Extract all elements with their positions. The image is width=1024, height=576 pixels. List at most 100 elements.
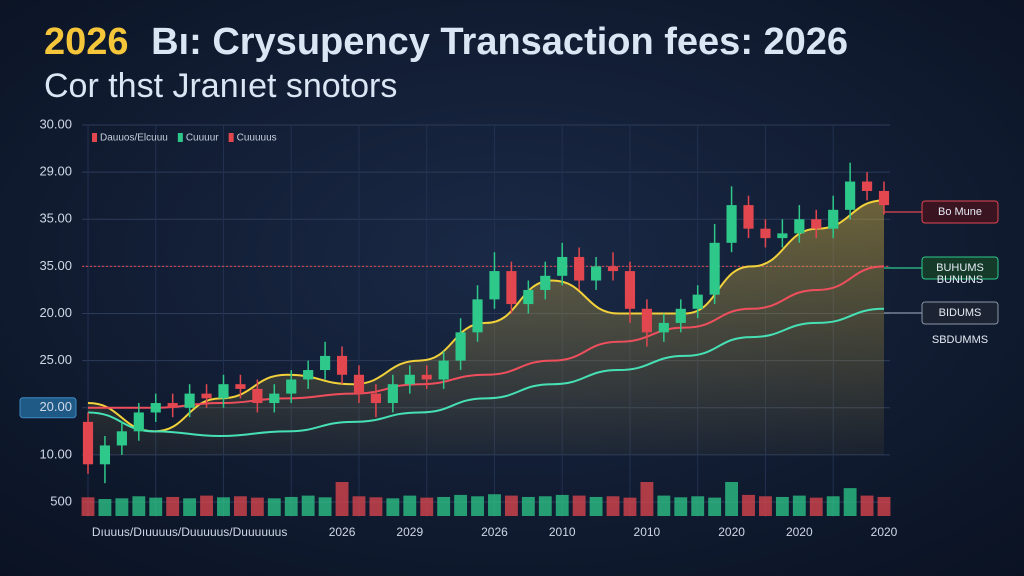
candle-body xyxy=(455,332,466,361)
candle-body xyxy=(353,374,365,394)
candle-body xyxy=(641,308,652,333)
line xyxy=(87,307,885,438)
volume-bar xyxy=(742,494,755,516)
volume-bar xyxy=(623,497,637,516)
candle-body xyxy=(574,256,585,281)
y-tick-label: 35.00 xyxy=(39,211,72,226)
candle-body xyxy=(387,384,398,404)
volume-bar xyxy=(149,497,163,516)
volume-bar xyxy=(200,495,213,516)
volume-bar xyxy=(792,495,806,516)
y-tick-label: 20.00 xyxy=(39,305,72,320)
callout-box xyxy=(921,200,999,224)
callout-label: BUHUMS xyxy=(936,262,984,274)
callout-label: SBDUMMS xyxy=(932,334,988,346)
volume-bar xyxy=(691,496,705,516)
volume-bar xyxy=(555,494,569,516)
candle-body xyxy=(540,275,551,290)
candle-body xyxy=(116,431,127,446)
volume-bar xyxy=(132,496,146,516)
candle-body xyxy=(235,384,246,389)
volume-bar xyxy=(403,495,417,516)
volume-bar xyxy=(572,495,586,516)
legend-swatch xyxy=(92,133,97,142)
x-tick-label: 2010 xyxy=(634,525,661,539)
candle-body xyxy=(370,393,381,404)
volume-bar xyxy=(115,498,129,516)
volume-bar xyxy=(284,496,298,516)
volume-bar xyxy=(369,497,383,516)
x-tick-label: 2026 xyxy=(481,525,508,539)
volume-bar xyxy=(250,497,264,516)
candle-body xyxy=(557,256,568,276)
candle-body xyxy=(591,266,602,281)
volume-bar xyxy=(657,495,671,516)
volume-bar xyxy=(589,496,603,516)
volume-bar xyxy=(759,496,772,516)
volume-bar xyxy=(386,498,400,516)
candle-body xyxy=(99,445,111,465)
volume-bar xyxy=(725,482,739,516)
volume-bar xyxy=(775,496,789,516)
x-tick-label: 2010 xyxy=(549,525,576,539)
y-tick-label: 10.00 xyxy=(39,446,72,461)
candle-body xyxy=(624,271,636,309)
y-tick-label: 30.00 xyxy=(39,116,72,131)
y-tick-label: 35.00 xyxy=(39,258,72,273)
candle-body xyxy=(777,233,788,239)
candle-body xyxy=(82,421,94,465)
volume-bar xyxy=(504,495,518,516)
tick-highlight xyxy=(19,397,77,419)
candle-body xyxy=(794,219,805,234)
candle-body xyxy=(320,355,331,371)
volume-bar xyxy=(301,495,315,516)
candle-body xyxy=(201,393,212,399)
chart-subtitle: Cor thst Jranıet snotors xyxy=(44,67,397,105)
volume-bar xyxy=(471,496,484,516)
y-tick-label: 20.00 xyxy=(39,399,72,414)
volume-bar xyxy=(521,496,535,516)
y-tick-label: 29.00 xyxy=(39,164,72,179)
x-tick-label: 2020 xyxy=(786,525,813,539)
candle-body xyxy=(811,219,822,229)
candle-body xyxy=(269,393,280,404)
volume-bar xyxy=(318,497,332,516)
candle-body xyxy=(404,374,415,385)
candle-body xyxy=(506,271,517,305)
candle-body xyxy=(861,181,873,191)
volume-bar xyxy=(183,498,197,516)
candle-body xyxy=(760,228,771,239)
legend-swatch xyxy=(228,133,234,142)
callout-label: BUNUNS xyxy=(937,274,983,286)
candle-body xyxy=(167,403,178,408)
candle-body xyxy=(658,322,669,333)
candle-body xyxy=(726,205,737,243)
candle-body xyxy=(184,393,195,408)
candle-body xyxy=(218,384,229,399)
legend-swatch xyxy=(177,133,183,142)
x-tick-label: 2020 xyxy=(718,525,745,539)
candle-body xyxy=(336,355,348,375)
candle-body xyxy=(523,289,534,305)
candle-body xyxy=(743,205,754,229)
volume-bar xyxy=(81,497,95,516)
candle-body xyxy=(303,370,314,380)
volume-bar xyxy=(674,497,688,516)
candle-body xyxy=(252,388,263,404)
line xyxy=(88,265,885,409)
candle-body xyxy=(828,209,839,229)
legend-label: Cuuuuus xyxy=(237,133,277,144)
y-tick-label: 25.00 xyxy=(39,352,72,367)
volume-bar xyxy=(454,494,468,516)
candle-body xyxy=(607,266,619,272)
volume-bar xyxy=(267,498,281,516)
candle-body xyxy=(133,412,144,432)
x-tick-label: Dıuuus/Dıuuuus/Duuuuus/Duuuuuus xyxy=(92,525,287,539)
volume-bar xyxy=(420,497,434,516)
candle-body xyxy=(709,242,720,295)
volume-bar xyxy=(98,499,112,516)
x-tick-label: 2029 xyxy=(396,525,423,539)
volume-bar xyxy=(217,497,230,516)
volume-bar xyxy=(606,496,620,516)
